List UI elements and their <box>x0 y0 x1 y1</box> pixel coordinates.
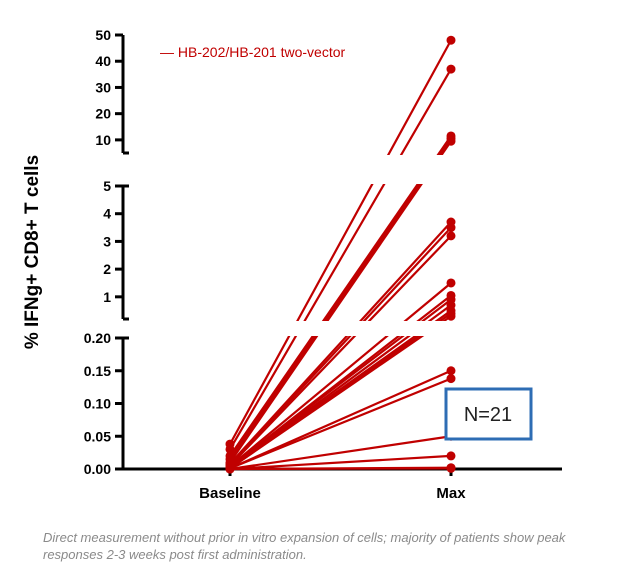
series-line <box>229 467 452 471</box>
data-point-max <box>446 311 456 321</box>
y-tick-label: 0.00 <box>84 461 111 477</box>
series-line <box>229 39 452 445</box>
y-ticks: 0.00 0.05 0.10 0.15 0.20 1 2 3 4 5 10 20 30 40 50 <box>84 27 123 477</box>
n-annotation: N=21 <box>444 387 533 441</box>
data-point-max <box>446 374 456 384</box>
series-line <box>229 137 452 460</box>
data-point-max <box>446 463 456 473</box>
data-point-max <box>446 278 456 288</box>
data-series <box>121 35 560 474</box>
y-tick-label: 0.15 <box>84 363 111 379</box>
series-line <box>229 68 452 450</box>
n-annotation-text: N=21 <box>464 404 512 426</box>
legend: — HB-202/HB-201 two-vector <box>160 44 346 60</box>
legend-label: — HB-202/HB-201 two-vector <box>160 44 346 60</box>
series-line <box>229 140 452 464</box>
y-tick-label: 0.10 <box>84 396 111 412</box>
data-point-baseline <box>225 464 235 474</box>
y-tick-label: 10 <box>95 132 111 148</box>
footnote: Direct measurement without prior in vitr… <box>43 530 566 562</box>
y-tick-label: 5 <box>103 178 111 194</box>
data-point-max <box>446 451 456 461</box>
chart: % IFNg+ CD8+ T cells Baseline Max 0.000.0… <box>22 27 562 502</box>
series-line <box>229 377 452 470</box>
data-point-max <box>446 136 456 146</box>
axis-break-gap <box>121 155 560 184</box>
series-line <box>229 282 452 468</box>
series-line <box>229 135 452 457</box>
n-annotation-box <box>444 387 533 441</box>
y-tick-label: 3 <box>103 233 111 249</box>
y-tick-label: 4 <box>103 206 111 222</box>
data-point-max <box>446 366 456 376</box>
y-axis-label: % IFNg+ CD8+ T cells <box>22 155 43 349</box>
axis-break-gap <box>121 321 560 336</box>
y-tick-label: 0.20 <box>84 330 111 346</box>
series-line <box>229 454 452 471</box>
series-line <box>229 226 452 466</box>
series-line <box>229 369 452 470</box>
y-tick-label: 2 <box>103 261 111 277</box>
x-tick-label: Max <box>436 485 466 502</box>
series-line <box>229 435 452 471</box>
series-line <box>229 315 452 470</box>
y-tick-label: 20 <box>95 106 111 122</box>
y-tick-label: 1 <box>103 289 111 305</box>
data-point-max <box>446 64 456 74</box>
data-point-max <box>446 223 456 233</box>
y-tick-label: 30 <box>95 79 111 95</box>
series-line <box>229 235 452 467</box>
y-tick-label: 50 <box>95 27 111 43</box>
y-tick-label: 0.05 <box>84 428 111 444</box>
data-point-max <box>446 231 456 241</box>
series-line <box>229 221 452 465</box>
x-tick-label: Baseline <box>199 485 261 502</box>
data-point-max <box>446 35 456 45</box>
y-tick-label: 40 <box>95 53 111 69</box>
